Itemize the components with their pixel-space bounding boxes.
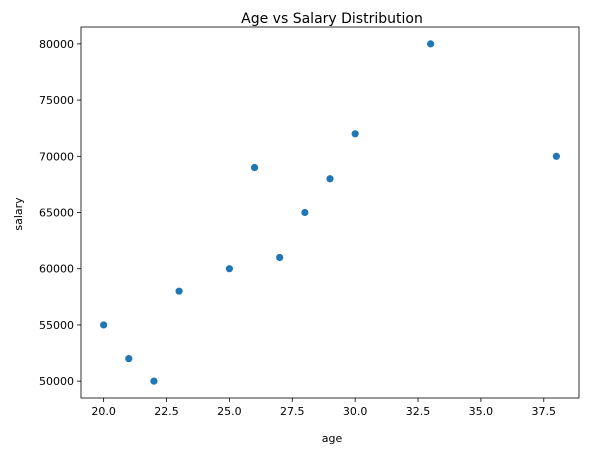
- x-tick-label: 37.5: [532, 405, 557, 418]
- y-tick-label: 65000: [39, 207, 74, 220]
- scatter-point: [427, 40, 435, 48]
- y-tick-label: 50000: [39, 375, 74, 388]
- scatter-point: [250, 163, 259, 172]
- y-axis: 50000 55000 60000 65000 70000 75000 80000: [39, 38, 81, 388]
- x-axis-label: age: [322, 432, 343, 445]
- x-tick-label: 30.0: [343, 405, 368, 418]
- x-tick-label: 35.0: [469, 405, 494, 418]
- scatter-point: [326, 175, 334, 183]
- scatter-point: [351, 130, 359, 138]
- y-axis-label: salary: [12, 197, 25, 231]
- scatter-point: [276, 253, 284, 262]
- y-tick-label: 75000: [39, 94, 74, 107]
- scatter-point: [150, 377, 158, 385]
- y-tick-label: 55000: [39, 319, 74, 332]
- y-tick-label: 80000: [39, 38, 74, 51]
- y-tick-label: 70000: [39, 150, 74, 163]
- scatter-point: [100, 321, 108, 329]
- scatter-point: [301, 208, 309, 217]
- scatter-point: [225, 265, 233, 273]
- y-tick-label: 60000: [39, 263, 74, 276]
- plot-frame: [80, 26, 580, 399]
- scatter-point: [125, 355, 133, 363]
- x-tick-label: 27.5: [280, 405, 305, 418]
- x-tick-label: 22.5: [154, 405, 179, 418]
- x-axis: 20.0 22.5 25.0 27.5 30.0 32.5 35.0 37.5: [91, 398, 556, 418]
- scatter-point: [552, 152, 560, 160]
- scatter-points: [100, 40, 560, 385]
- x-tick-label: 25.0: [217, 405, 242, 418]
- scatter-point: [175, 287, 183, 295]
- x-tick-label: 32.5: [406, 405, 431, 418]
- chart-title: Age vs Salary Distribution: [241, 11, 423, 27]
- plot-area: [81, 27, 579, 398]
- x-tick-label: 20.0: [91, 405, 116, 418]
